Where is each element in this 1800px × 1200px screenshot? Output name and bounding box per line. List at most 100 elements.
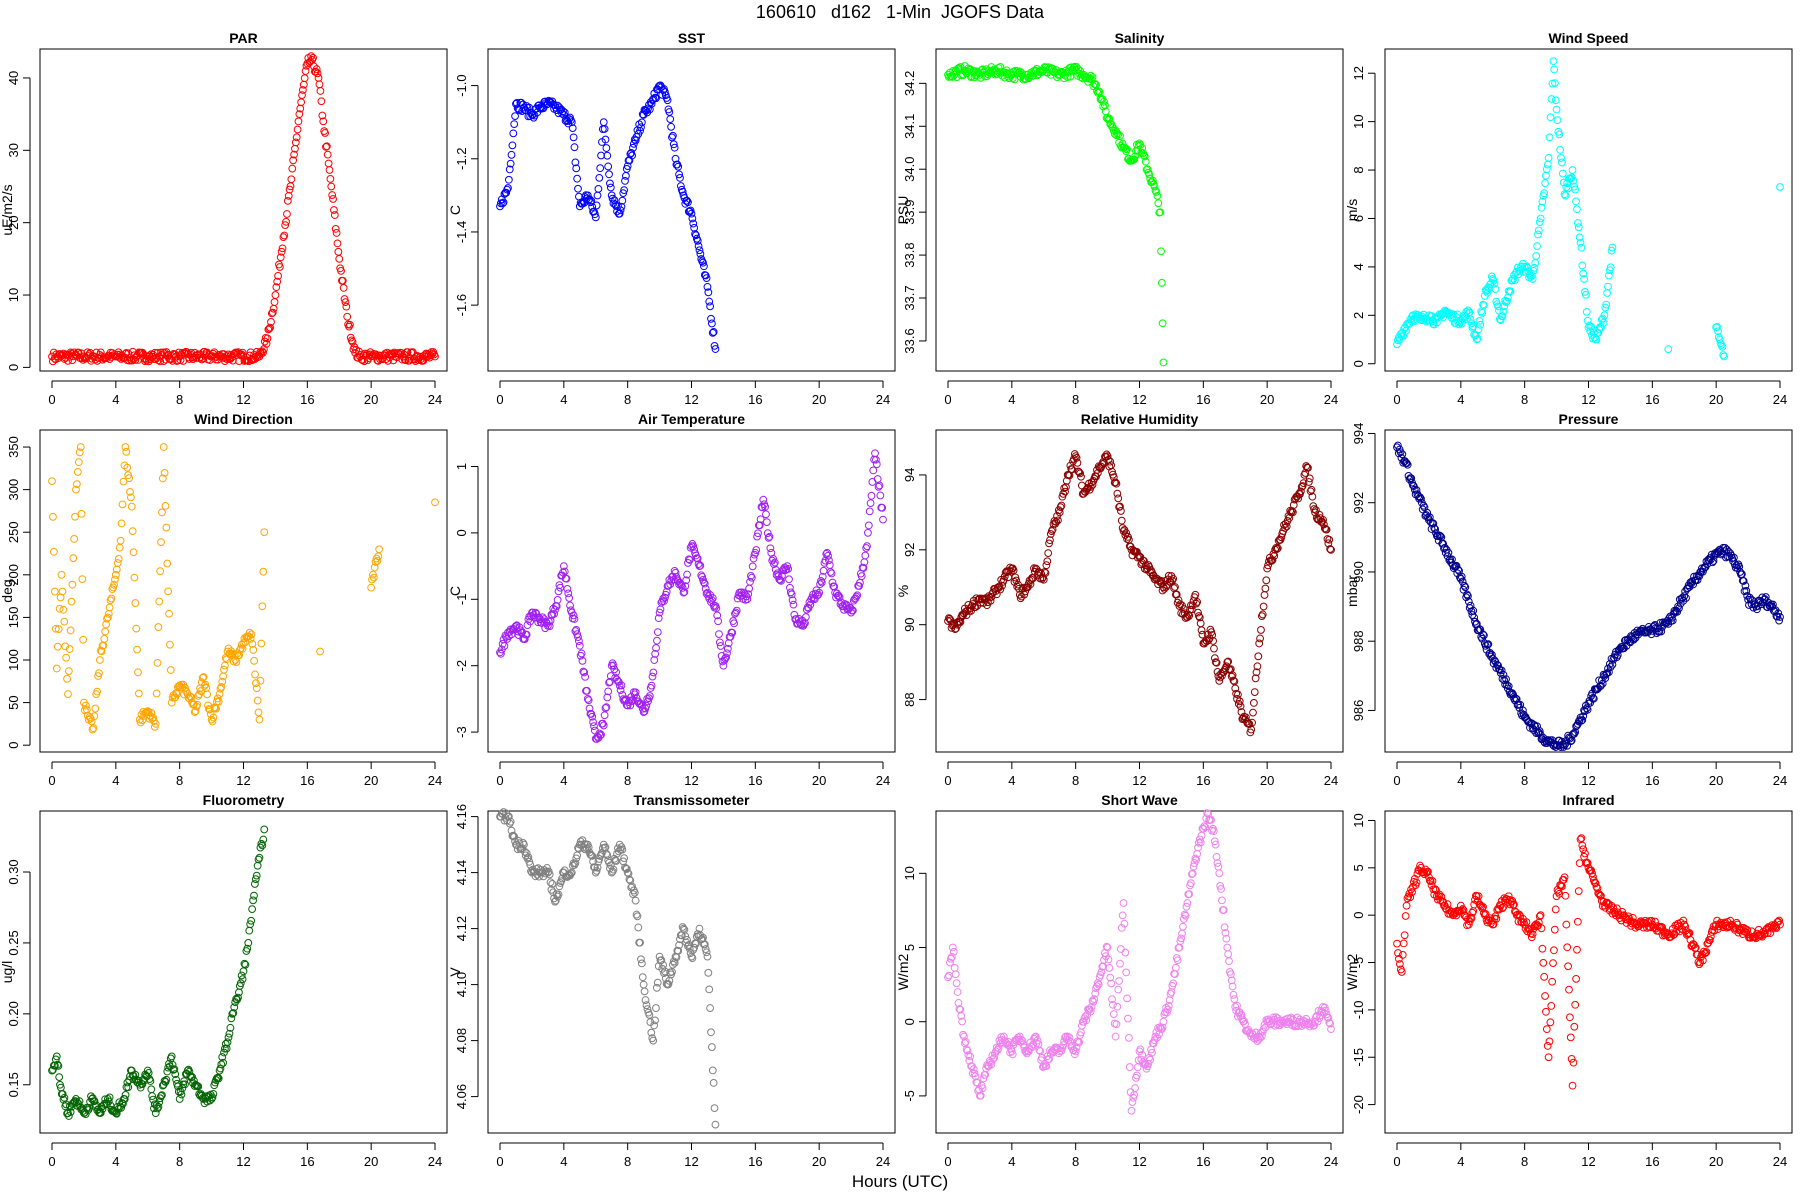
data-point [1541, 992, 1549, 1000]
data-point [69, 554, 78, 563]
data-point [271, 291, 280, 299]
data-point [132, 624, 141, 633]
data-point [776, 576, 785, 584]
y-tick-label: 33.6 [902, 328, 917, 353]
data-point [1562, 920, 1571, 929]
data-point [1547, 1002, 1556, 1010]
data-point [1542, 1007, 1550, 1016]
data-point [645, 105, 654, 114]
data-point [692, 231, 700, 240]
data-point [668, 967, 676, 976]
data-point [163, 559, 172, 568]
plot-frame [39, 48, 448, 372]
data-point [873, 475, 882, 483]
data-point [1393, 939, 1401, 948]
data-point [1724, 547, 1733, 556]
data-point [979, 1074, 988, 1083]
data-point [592, 201, 601, 210]
data-point [314, 74, 323, 82]
data-point [1647, 630, 1656, 639]
data-point [1468, 908, 1477, 917]
data-point [1259, 602, 1268, 611]
data-point [169, 1065, 178, 1074]
data-point [50, 587, 59, 596]
data-point [48, 477, 56, 486]
data-point [126, 493, 135, 502]
data-point [1400, 324, 1408, 333]
data-point [251, 875, 260, 884]
x-tick-label: 20 [1709, 773, 1723, 788]
data-point [637, 123, 645, 132]
data-point [1604, 668, 1613, 677]
data-point [1604, 271, 1613, 280]
data-point [1491, 285, 1500, 293]
data-point [281, 221, 290, 230]
data-point [1547, 95, 1556, 103]
data-point [154, 623, 163, 631]
y-tick-label: -5 [1351, 957, 1366, 969]
y-tick-label: 10 [1351, 813, 1366, 827]
data-point [1538, 197, 1547, 206]
data-point [55, 1073, 64, 1082]
data-point [235, 651, 243, 660]
data-point [1503, 681, 1511, 689]
data-point [628, 151, 636, 160]
data-point [1106, 973, 1115, 982]
data-point [1719, 351, 1728, 359]
data-point [1702, 948, 1711, 956]
data-point [105, 1093, 114, 1102]
data-point [617, 202, 626, 211]
y-tick-label: 300 [6, 479, 21, 501]
data-point [272, 283, 281, 292]
data-point [72, 485, 80, 494]
y-axis-label: deg [0, 579, 15, 602]
y-tick-label: 350 [6, 436, 21, 458]
data-point [572, 625, 581, 634]
y-tick-label: 4.06 [454, 1084, 469, 1109]
data-point [571, 158, 580, 167]
data-point [1125, 1063, 1134, 1071]
data-point [1250, 1034, 1259, 1043]
data-point [1582, 858, 1591, 867]
data-point [951, 970, 960, 979]
plot-frame [935, 810, 1344, 1134]
data-point [668, 133, 676, 142]
data-point [1403, 460, 1412, 469]
data-point [946, 958, 954, 967]
data-point [221, 1040, 230, 1048]
data-point [1021, 587, 1030, 596]
data-point [857, 572, 866, 581]
data-point [1457, 572, 1466, 581]
data-point [507, 150, 516, 159]
data-point [1106, 457, 1115, 466]
data-point [1475, 625, 1484, 633]
data-point [1608, 660, 1617, 669]
data-point [1549, 959, 1557, 968]
data-point [590, 722, 598, 730]
data-point [631, 688, 640, 697]
y-tick-label: 0 [6, 364, 21, 371]
data-point [515, 623, 524, 632]
data-point [102, 1099, 110, 1108]
data-point [330, 206, 338, 214]
data-point [1184, 610, 1193, 619]
data-point [634, 923, 643, 932]
data-point [1476, 625, 1485, 634]
data-point [1116, 131, 1124, 140]
data-point [585, 704, 594, 713]
data-point [1075, 468, 1084, 477]
data-point [1077, 472, 1085, 481]
data-point [1541, 179, 1549, 187]
data-point [158, 1091, 166, 1100]
x-tick-label: 16 [748, 392, 762, 407]
data-point [1105, 114, 1114, 123]
x-tick-label: 0 [944, 773, 951, 788]
data-point [1187, 879, 1195, 888]
data-point [584, 843, 593, 852]
data-point [669, 957, 678, 966]
data-point [284, 191, 293, 200]
data-point [1535, 218, 1544, 227]
data-point [275, 263, 284, 271]
data-point [1753, 605, 1761, 614]
data-point [878, 503, 887, 512]
